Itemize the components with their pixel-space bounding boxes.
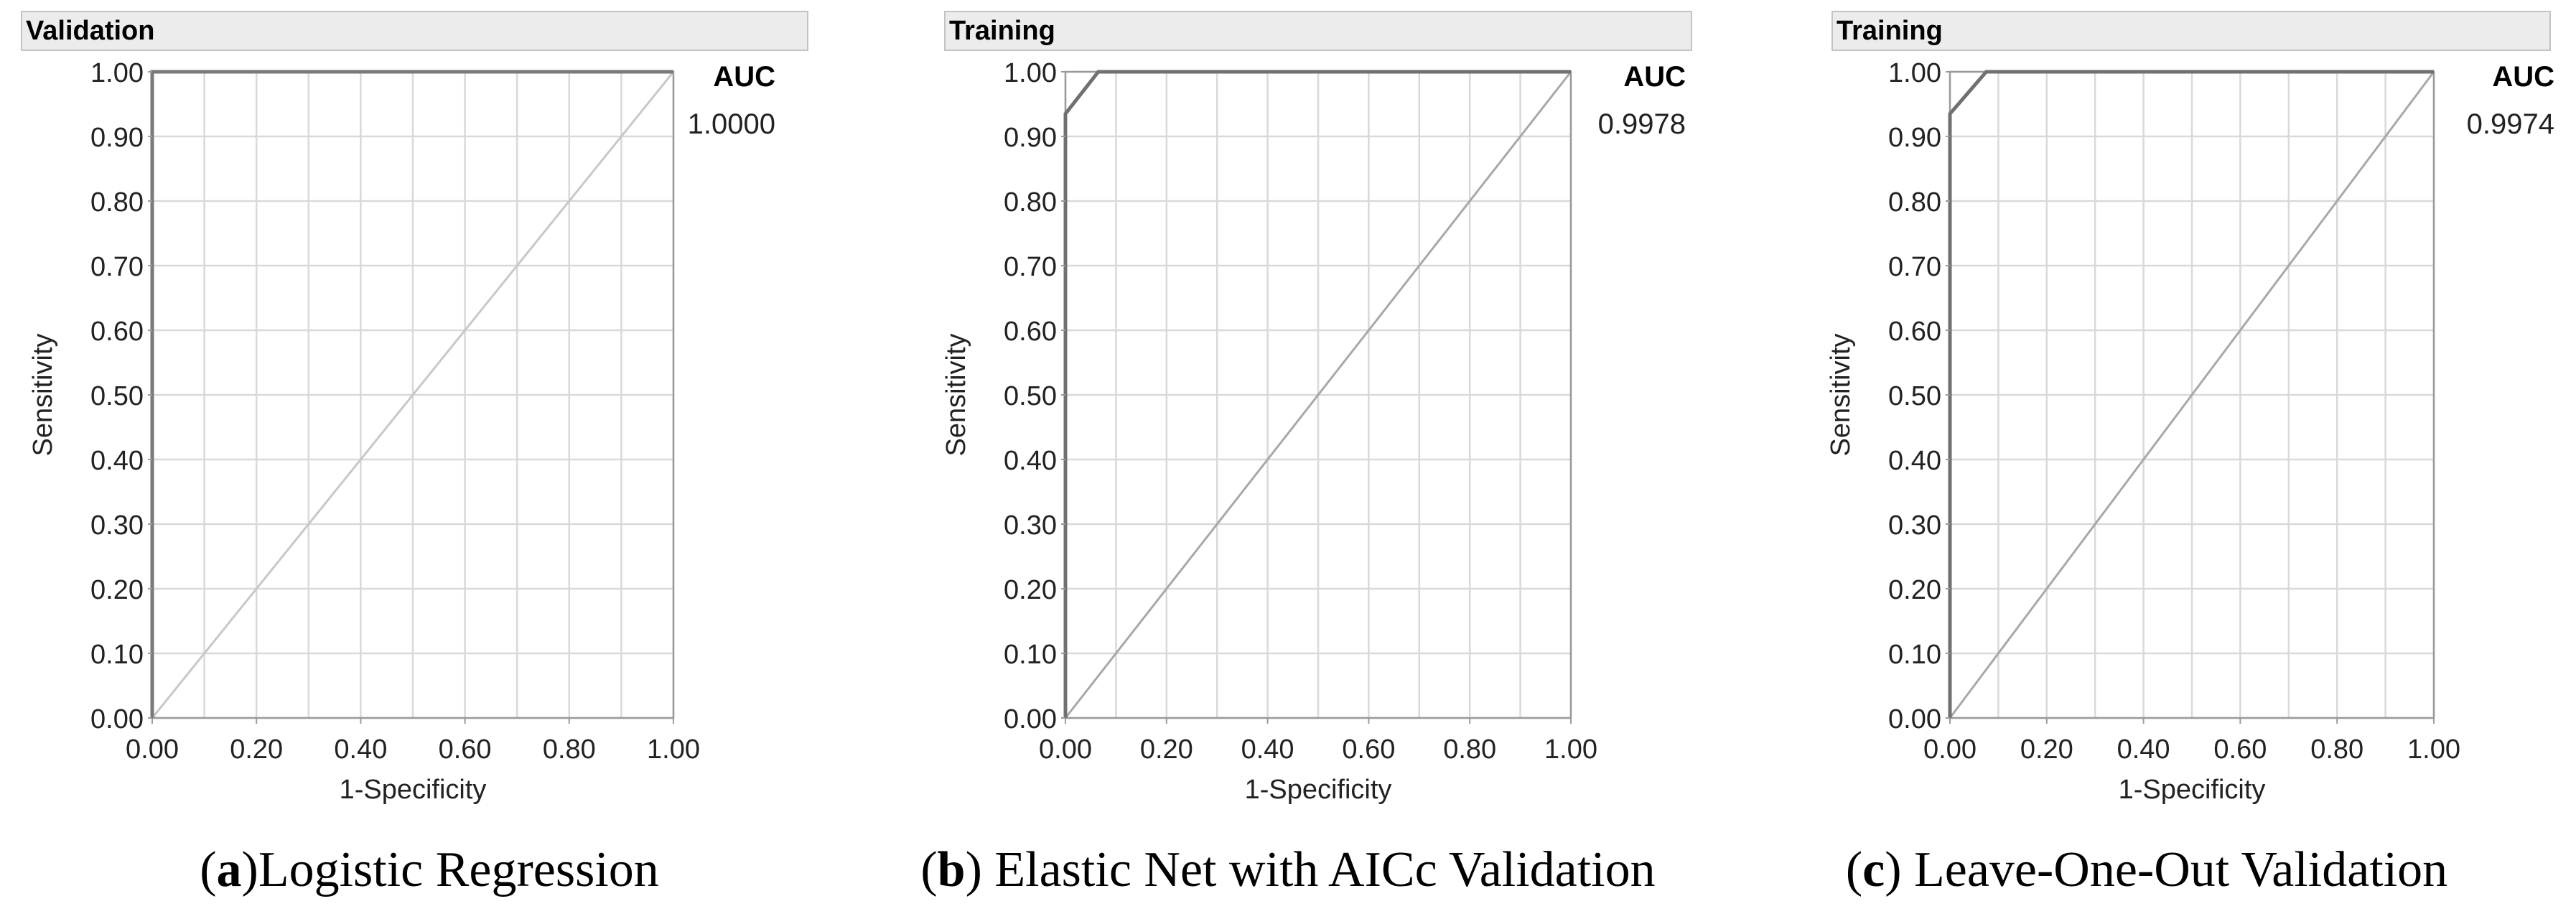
x-tick-label: 1.00 [647, 734, 700, 765]
roc-panel-a: Validation 0.00 0.10 0.20 0.30 0.40 0.50 0.60 0.… [0, 0, 859, 919]
y-tick-label: 0.30 [1004, 510, 1057, 541]
y-tick-label: 0.30 [90, 510, 144, 541]
y-axis-label: Sensitivity [1826, 333, 1856, 456]
y-axis-label: Sensitivity [28, 333, 58, 456]
y-tick-label: 0.20 [1004, 575, 1057, 605]
y-tick-label: 0.10 [90, 640, 144, 670]
y-tick-label: 1.00 [1888, 58, 1941, 88]
x-tick-label: 0.20 [2020, 734, 2073, 765]
y-tick-label: 0.90 [90, 123, 144, 153]
x-tick-label: 0.80 [2310, 734, 2363, 765]
y-tick-label: 0.00 [1004, 704, 1057, 734]
auc-value: 0.9978 [1598, 108, 1686, 140]
x-tick-label: 0.80 [543, 734, 596, 765]
y-tick-label: 0.10 [1004, 640, 1057, 670]
auc-label: AUC [2492, 61, 2554, 93]
x-tick-label: 0.00 [126, 734, 179, 765]
y-tick-label: 0.50 [1004, 381, 1057, 411]
panel-header [1831, 11, 2551, 51]
x-tick-label: 0.40 [334, 734, 387, 765]
x-axis-label: 1-Specificity [340, 775, 487, 805]
caption-a: (a)Logistic Regression [200, 842, 659, 897]
roc-panel-c: Training 0.00 0.10 0.20 0.30 0.40 0.50 0.60 0.70… [1717, 0, 2576, 919]
y-tick-label: 0.60 [90, 317, 144, 347]
roc-panel-b: Training 0.00 0.10 0.20 0.30 0.40 0.50 0.60 0.70… [859, 0, 1717, 919]
roc-chart-c: Training 0.00 0.10 0.20 0.30 0.40 0.50 0.60 0.70… [1826, 11, 2554, 805]
panel-header [944, 11, 1692, 51]
y-tick-label: 0.40 [90, 446, 144, 476]
x-axis-label: 1-Specificity [1245, 775, 1392, 805]
roc-chart-a: Validation 0.00 0.10 0.20 0.30 0.40 0.50 0.60 0.… [21, 11, 808, 805]
caption-b: (b) Elastic Net with AICc Validation [920, 842, 1656, 897]
y-tick-label: 0.80 [1888, 187, 1941, 218]
x-tick-label: 0.60 [439, 734, 492, 765]
y-tick-label: 0.30 [1888, 510, 1941, 541]
x-tick-label: 0.60 [1342, 734, 1395, 765]
x-tick-label: 0.00 [1039, 734, 1092, 765]
auc-label: AUC [1623, 61, 1686, 93]
x-tick-label: 1.00 [1544, 734, 1597, 765]
y-tick-label: 0.70 [90, 252, 144, 282]
x-axis-label: 1-Specificity [2119, 775, 2266, 805]
roc-curve [1948, 70, 2434, 718]
y-tick-label: 1.00 [90, 58, 144, 88]
x-tick-label: 0.60 [2213, 734, 2267, 765]
x-tick-label: 0.80 [1443, 734, 1496, 765]
y-tick-label: 0.00 [90, 704, 144, 734]
y-tick-label: 0.80 [90, 187, 144, 218]
y-tick-label: 0.40 [1888, 446, 1941, 476]
y-tick-label: 0.80 [1004, 187, 1057, 218]
panel-title: Training [949, 16, 1055, 46]
y-tick-label: 0.50 [90, 381, 144, 411]
y-tick-label: 0.10 [1888, 640, 1941, 670]
roc-chart-b: Training 0.00 0.10 0.20 0.30 0.40 0.50 0.60 0.70… [941, 11, 1692, 805]
x-tick-label: 1.00 [2407, 734, 2460, 765]
reference-diagonal [1064, 71, 1572, 719]
y-tick-label: 0.60 [1888, 317, 1941, 347]
y-tick-label: 0.60 [1004, 317, 1057, 347]
roc-curve [1063, 70, 1571, 718]
x-tick-label: 0.20 [1140, 734, 1193, 765]
y-tick-label: 0.20 [90, 575, 144, 605]
auc-value: 0.9974 [2467, 108, 2554, 140]
y-tick-label: 0.40 [1004, 446, 1057, 476]
y-tick-label: 0.90 [1888, 123, 1941, 153]
panel-header [21, 11, 808, 51]
y-tick-label: 0.00 [1888, 704, 1941, 734]
y-tick-label: 1.00 [1004, 58, 1057, 88]
y-tick-label: 0.70 [1004, 252, 1057, 282]
x-tick-label: 0.00 [1923, 734, 1977, 765]
reference-diagonal [151, 71, 675, 719]
y-tick-label: 0.70 [1888, 252, 1941, 282]
auc-value: 1.0000 [688, 108, 775, 140]
y-tick-label: 0.90 [1004, 123, 1057, 153]
y-axis-label: Sensitivity [941, 333, 971, 456]
auc-label: AUC [713, 61, 775, 93]
x-tick-label: 0.40 [2117, 734, 2170, 765]
panel-title: Validation [26, 16, 154, 46]
y-tick-label: 0.20 [1888, 575, 1941, 605]
caption-c: (c) Leave-One-Out Validation [1845, 842, 2448, 897]
panel-title: Training [1837, 16, 1943, 46]
reference-diagonal [1949, 71, 2435, 719]
x-tick-label: 0.40 [1241, 734, 1294, 765]
y-tick-label: 0.50 [1888, 381, 1941, 411]
x-tick-label: 0.20 [230, 734, 283, 765]
